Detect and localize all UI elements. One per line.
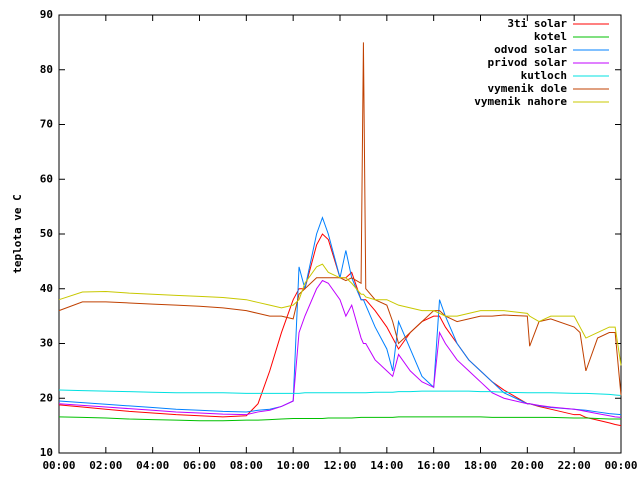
- x-tick-label: 18:00: [464, 459, 497, 472]
- legend-label: kotel: [534, 30, 567, 43]
- data-line: [58, 416, 621, 422]
- x-tick-label: 12:00: [323, 459, 356, 472]
- data-line: [58, 263, 622, 366]
- legend-label: kutloch: [521, 69, 567, 82]
- x-tick-label: 04:00: [136, 459, 169, 472]
- legend-label: 3ti solar: [507, 17, 567, 30]
- y-axis-label: teplota ve C: [11, 194, 24, 273]
- x-tick-label: 16:00: [417, 459, 450, 472]
- x-tick-label: 10:00: [277, 459, 310, 472]
- x-tick-label: 06:00: [183, 459, 216, 472]
- y-tick-label: 60: [40, 172, 53, 185]
- legend-label: privod solar: [488, 56, 568, 69]
- x-tick-label: 22:00: [558, 459, 591, 472]
- x-tick-label: 14:00: [370, 459, 403, 472]
- x-tick-label: 08:00: [230, 459, 263, 472]
- x-tick-label: 00:00: [604, 459, 637, 472]
- y-tick-label: 20: [40, 391, 53, 404]
- y-tick-label: 30: [40, 337, 53, 350]
- data-line: [58, 389, 622, 397]
- data-line: [58, 216, 622, 416]
- data-line: [58, 233, 622, 427]
- data-line: [58, 279, 622, 418]
- x-tick-label: 02:00: [89, 459, 122, 472]
- x-tick-label: 00:00: [42, 459, 75, 472]
- y-tick-label: 90: [40, 8, 53, 21]
- x-tick-label: 20:00: [511, 459, 544, 472]
- y-tick-label: 80: [40, 63, 53, 76]
- y-tick-label: 70: [40, 118, 53, 131]
- legend-label: odvod solar: [494, 43, 567, 56]
- y-tick-label: 10: [40, 446, 53, 459]
- y-tick-label: 40: [40, 282, 53, 295]
- legend-label: vymenik dole: [488, 82, 568, 95]
- y-tick-label: 50: [40, 227, 53, 240]
- legend-label: vymenik nahore: [474, 95, 567, 108]
